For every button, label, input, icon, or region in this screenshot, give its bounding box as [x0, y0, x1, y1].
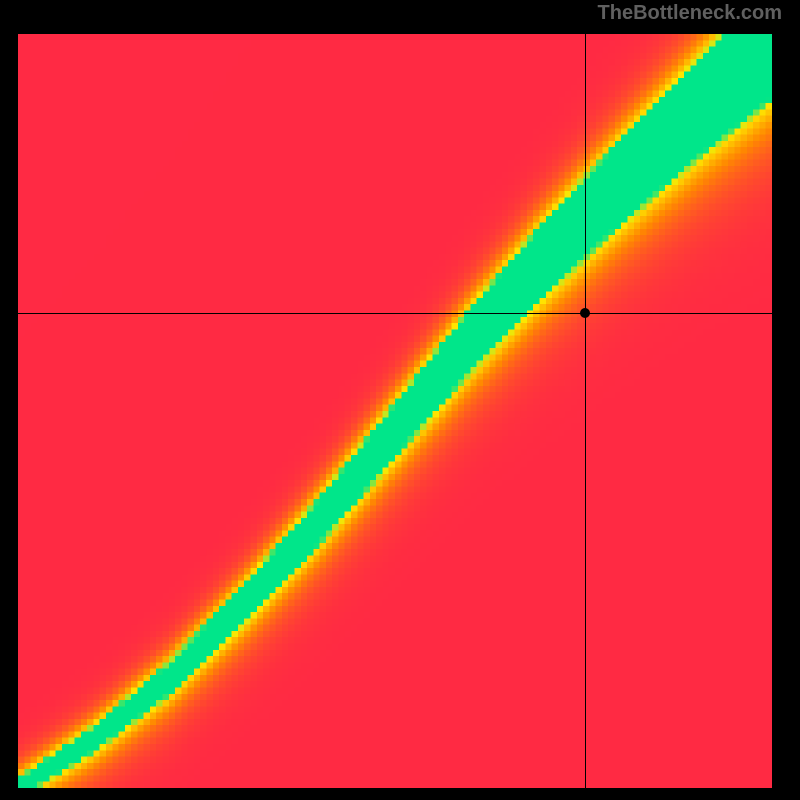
bottleneck-heatmap [18, 34, 772, 788]
plot-outer-frame [10, 26, 780, 796]
watermark-text: TheBottleneck.com [598, 2, 782, 25]
crosshair-marker [580, 308, 590, 318]
crosshair-horizontal [18, 313, 772, 314]
plot-area [18, 34, 772, 788]
crosshair-vertical [585, 34, 586, 788]
